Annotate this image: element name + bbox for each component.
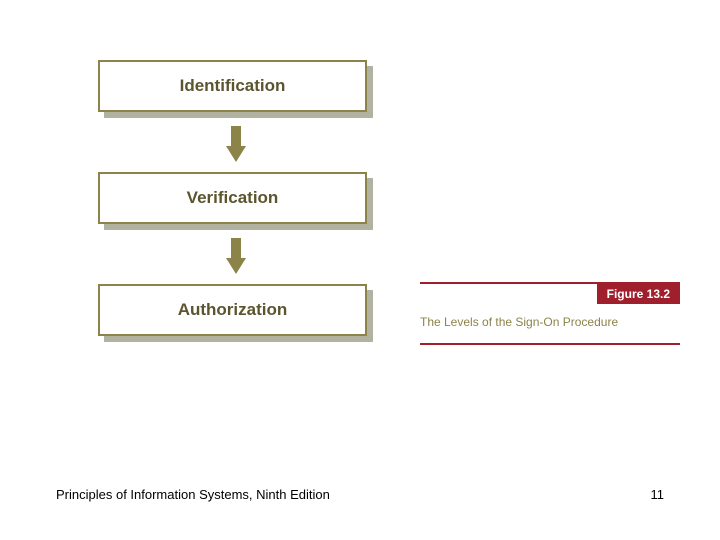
flow-node-label: Verification [187,188,279,208]
flow-node: Authorization [98,284,373,342]
arrow-shaft [231,238,241,258]
footer-text: Principles of Information Systems, Ninth… [56,487,330,502]
flow-node: Identification [98,60,373,118]
flow-node-label: Authorization [178,300,288,320]
arrow-head-icon [226,258,246,274]
flow-node-label: Identification [180,76,286,96]
arrow-shaft [231,126,241,146]
caption-rule-bottom [420,343,680,345]
flow-arrow [98,118,373,172]
page-number: 11 [651,487,665,502]
flow-arrow [98,230,373,284]
flow-node: Verification [98,172,373,230]
flowchart: Identification Verification Authorizatio… [98,60,373,342]
figure-caption: Figure 13.2 The Levels of the Sign-On Pr… [420,282,680,345]
flow-node-box: Authorization [98,284,367,336]
flow-node-box: Verification [98,172,367,224]
flow-node-box: Identification [98,60,367,112]
arrow-head-icon [226,146,246,162]
figure-title: The Levels of the Sign-On Procedure [420,304,680,331]
figure-number-tag: Figure 13.2 [597,284,680,304]
